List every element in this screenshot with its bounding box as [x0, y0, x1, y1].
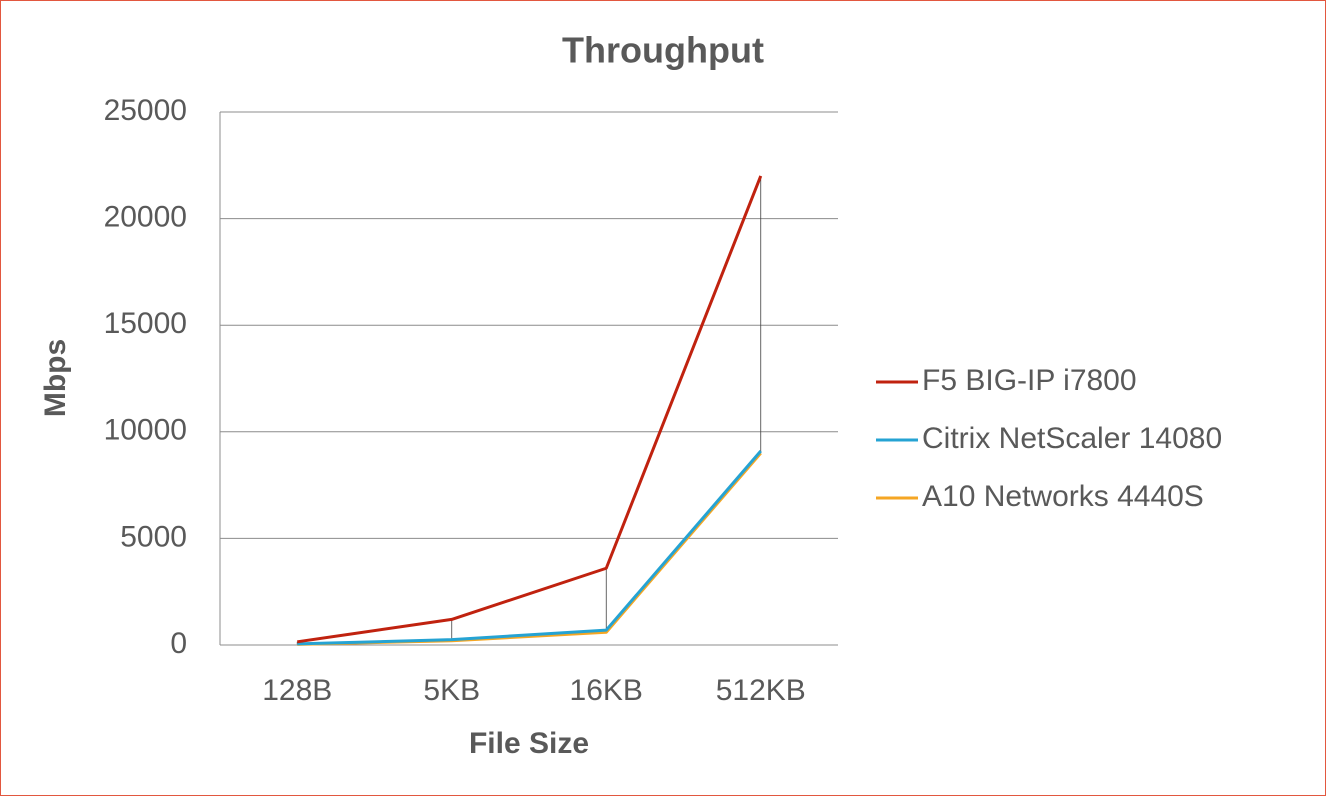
series-line	[297, 175, 763, 644]
x-axis-title: File Size	[469, 727, 589, 760]
y-tick-label: 15000	[104, 307, 187, 340]
y-axis-title: Mbps	[39, 339, 72, 417]
x-tick-label: 5KB	[423, 674, 480, 707]
legend-label: Citrix NetScaler 14080	[922, 422, 1222, 455]
y-tick-label: 25000	[104, 94, 187, 127]
x-tick-label: 16KB	[570, 674, 643, 707]
x-tick-label: 128B	[262, 674, 332, 707]
legend-label: A10 Networks 4440S	[922, 480, 1204, 513]
series-line	[297, 450, 762, 646]
x-tick-label: 512KB	[716, 674, 806, 707]
y-tick-label: 10000	[104, 414, 187, 447]
y-tick-label: 0	[170, 627, 187, 660]
y-tick-label: 5000	[120, 520, 187, 553]
chart-title: Throughput	[562, 30, 764, 71]
legend-label: F5 BIG-IP i7800	[922, 364, 1137, 397]
y-tick-label: 20000	[104, 201, 187, 234]
